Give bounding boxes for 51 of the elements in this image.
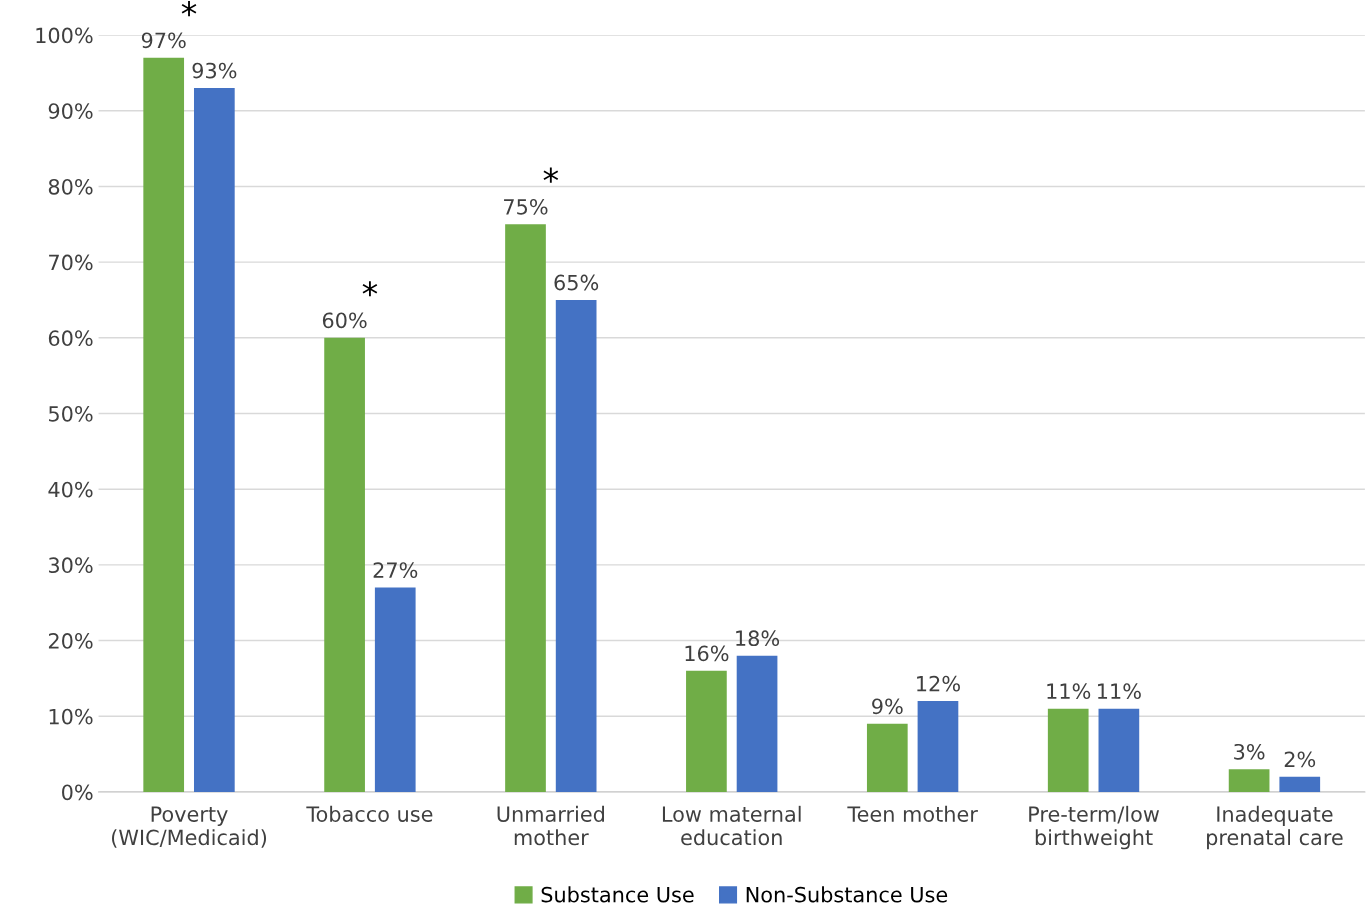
y-tick-label: 80% [48, 178, 93, 195]
bar [917, 701, 959, 792]
x-tick-label: Pre-term/low birthweight [1029, 805, 1160, 850]
data-label: 93% [192, 62, 237, 79]
bar [1098, 708, 1140, 792]
data-label: 12% [917, 675, 960, 692]
data-label: 3% [1234, 743, 1265, 760]
y-tick-label: 0% [62, 784, 93, 801]
bar [505, 224, 546, 792]
bar [143, 57, 185, 792]
data-label: 27% [373, 562, 418, 578]
y-tick-label: 90% [48, 103, 93, 119]
data-label: 11% [1047, 683, 1091, 700]
y-tick-label: 60% [48, 330, 93, 347]
x-tick-label: Tobacco use [306, 805, 433, 822]
data-label: 97% [141, 32, 186, 49]
annotation: * [362, 281, 378, 297]
data-label: 18% [736, 630, 780, 647]
y-tick-label: 10% [49, 708, 93, 725]
x-tick-label: Unmarried mother [497, 805, 604, 846]
x-tick-label: Inadequate prenatal care [1207, 805, 1343, 850]
annotation: * [181, 1, 197, 17]
data-label: 75% [504, 198, 548, 215]
bar [866, 723, 908, 792]
bar [736, 655, 778, 792]
y-tick-label: 40% [48, 481, 93, 498]
bar [555, 299, 597, 792]
legend-label: Non-Substance Use [746, 886, 948, 903]
x-tick-label: Poverty (WIC/Medicaid) [112, 806, 267, 848]
bar [1047, 708, 1089, 792]
data-label: 11% [1098, 683, 1141, 700]
x-tick-label: Teen mother [847, 805, 978, 822]
annotation: * [543, 167, 559, 183]
data-label: 9% [872, 698, 903, 715]
y-tick-label: 30% [48, 557, 93, 574]
legend-label: Substance Use [541, 886, 694, 903]
bar [1228, 769, 1270, 792]
bar [1279, 776, 1321, 792]
y-tick-label: 20% [48, 633, 93, 649]
data-label: 65% [554, 274, 599, 291]
bar [324, 337, 365, 792]
y-tick-label: 50% [49, 405, 93, 422]
bar [374, 587, 416, 792]
data-label: 60% [322, 312, 367, 329]
y-tick-label: 70% [49, 254, 93, 271]
x-tick-label: Low maternal education [662, 805, 801, 846]
y-tick-label: 100% [36, 27, 93, 44]
bar [686, 670, 727, 792]
data-label: 16% [685, 645, 729, 662]
data-label: 2% [1284, 751, 1316, 768]
bar [193, 88, 235, 792]
